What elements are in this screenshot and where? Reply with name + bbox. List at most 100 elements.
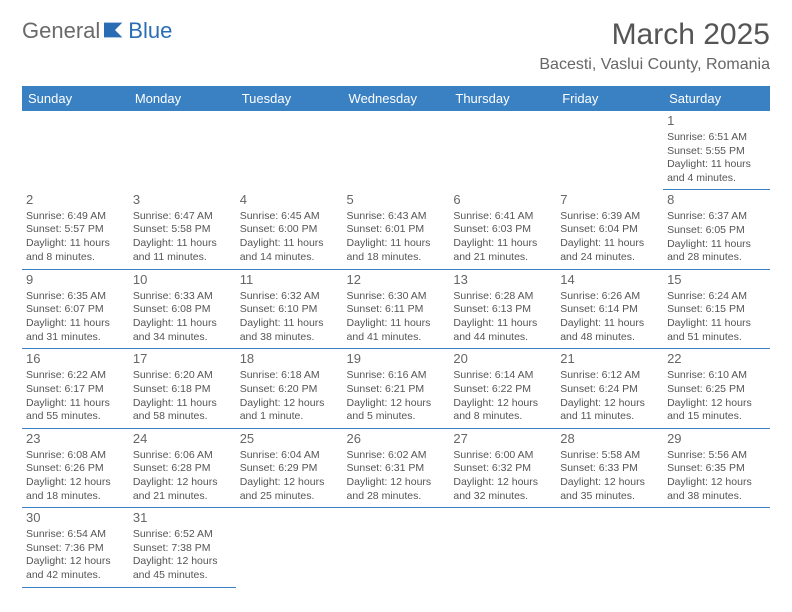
- day-info-line: and 38 minutes.: [667, 490, 766, 504]
- day-number: 19: [347, 351, 446, 368]
- day-info-line: Sunrise: 6:18 AM: [240, 369, 339, 383]
- logo-text-blue: Blue: [128, 18, 172, 44]
- logo-text-general: General: [22, 18, 100, 44]
- calendar-day-cell: 13Sunrise: 6:28 AMSunset: 6:13 PMDayligh…: [449, 269, 556, 348]
- calendar-week-row: 2Sunrise: 6:49 AMSunset: 5:57 PMDaylight…: [22, 190, 770, 269]
- day-info-line: Sunset: 6:22 PM: [453, 383, 552, 397]
- calendar-day-cell: 28Sunrise: 5:58 AMSunset: 6:33 PMDayligh…: [556, 428, 663, 507]
- day-number: 13: [453, 272, 552, 289]
- day-info-line: and 11 minutes.: [133, 251, 232, 265]
- calendar-day-cell: [663, 508, 770, 587]
- day-number: 9: [26, 272, 125, 289]
- day-info-line: and 51 minutes.: [667, 331, 766, 345]
- calendar-week-row: 1Sunrise: 6:51 AMSunset: 5:55 PMDaylight…: [22, 111, 770, 190]
- day-info-line: and 42 minutes.: [26, 569, 125, 583]
- day-info-line: Sunset: 7:38 PM: [133, 542, 232, 556]
- calendar-day-cell: 8Sunrise: 6:37 AMSunset: 6:05 PMDaylight…: [663, 190, 770, 269]
- calendar-day-cell: 24Sunrise: 6:06 AMSunset: 6:28 PMDayligh…: [129, 428, 236, 507]
- header: General Blue March 2025 Bacesti, Vaslui …: [22, 18, 770, 74]
- day-info-line: Sunset: 6:10 PM: [240, 303, 339, 317]
- calendar-day-cell: 7Sunrise: 6:39 AMSunset: 6:04 PMDaylight…: [556, 190, 663, 269]
- calendar-day-cell: 2Sunrise: 6:49 AMSunset: 5:57 PMDaylight…: [22, 190, 129, 269]
- day-info-line: Sunrise: 6:14 AM: [453, 369, 552, 383]
- day-number: 6: [453, 192, 552, 209]
- day-info-line: Daylight: 11 hours: [347, 317, 446, 331]
- day-info-line: Daylight: 12 hours: [453, 397, 552, 411]
- day-info-line: Daylight: 11 hours: [240, 237, 339, 251]
- calendar-day-cell: 20Sunrise: 6:14 AMSunset: 6:22 PMDayligh…: [449, 349, 556, 428]
- day-number: 17: [133, 351, 232, 368]
- calendar-day-cell: [449, 508, 556, 587]
- weekday-header: Saturday: [663, 86, 770, 111]
- day-info-line: Sunset: 7:36 PM: [26, 542, 125, 556]
- day-info-line: Daylight: 11 hours: [133, 317, 232, 331]
- day-info-line: Daylight: 12 hours: [26, 476, 125, 490]
- calendar-day-cell: [129, 111, 236, 190]
- day-info-line: Daylight: 11 hours: [560, 317, 659, 331]
- day-info-line: Sunrise: 6:02 AM: [347, 449, 446, 463]
- day-info-line: and 31 minutes.: [26, 331, 125, 345]
- day-info-line: Sunset: 6:35 PM: [667, 462, 766, 476]
- calendar-day-cell: [343, 111, 450, 190]
- day-info-line: Sunset: 6:13 PM: [453, 303, 552, 317]
- day-info-line: Sunrise: 6:32 AM: [240, 290, 339, 304]
- day-number: 28: [560, 431, 659, 448]
- day-number: 14: [560, 272, 659, 289]
- day-info-line: Sunrise: 6:00 AM: [453, 449, 552, 463]
- day-info-line: Daylight: 12 hours: [560, 476, 659, 490]
- day-info-line: Sunrise: 6:47 AM: [133, 210, 232, 224]
- day-info-line: and 34 minutes.: [133, 331, 232, 345]
- day-number: 7: [560, 192, 659, 209]
- day-info-line: Sunset: 6:03 PM: [453, 223, 552, 237]
- calendar-day-cell: [449, 111, 556, 190]
- weekday-header: Tuesday: [236, 86, 343, 111]
- day-info-line: Sunrise: 6:04 AM: [240, 449, 339, 463]
- day-number: 5: [347, 192, 446, 209]
- calendar-day-cell: 3Sunrise: 6:47 AMSunset: 5:58 PMDaylight…: [129, 190, 236, 269]
- calendar-day-cell: 14Sunrise: 6:26 AMSunset: 6:14 PMDayligh…: [556, 269, 663, 348]
- day-info-line: Sunrise: 6:26 AM: [560, 290, 659, 304]
- day-info-line: Daylight: 11 hours: [667, 317, 766, 331]
- day-info-line: Sunset: 6:20 PM: [240, 383, 339, 397]
- weekday-header: Wednesday: [343, 86, 450, 111]
- calendar-day-cell: 4Sunrise: 6:45 AMSunset: 6:00 PMDaylight…: [236, 190, 343, 269]
- day-info-line: and 41 minutes.: [347, 331, 446, 345]
- day-number: 1: [667, 113, 766, 130]
- day-number: 8: [667, 192, 766, 209]
- calendar-table: Sunday Monday Tuesday Wednesday Thursday…: [22, 86, 770, 588]
- day-info-line: Sunset: 6:24 PM: [560, 383, 659, 397]
- day-info-line: Daylight: 12 hours: [453, 476, 552, 490]
- day-info-line: Sunrise: 5:58 AM: [560, 449, 659, 463]
- day-info-line: Sunset: 6:25 PM: [667, 383, 766, 397]
- day-info-line: and 38 minutes.: [240, 331, 339, 345]
- calendar-day-cell: 11Sunrise: 6:32 AMSunset: 6:10 PMDayligh…: [236, 269, 343, 348]
- day-number: 25: [240, 431, 339, 448]
- calendar-day-cell: 31Sunrise: 6:52 AMSunset: 7:38 PMDayligh…: [129, 508, 236, 587]
- day-info-line: Sunrise: 6:10 AM: [667, 369, 766, 383]
- day-info-line: Sunrise: 6:20 AM: [133, 369, 232, 383]
- calendar-day-cell: 1Sunrise: 6:51 AMSunset: 5:55 PMDaylight…: [663, 111, 770, 190]
- calendar-day-cell: 27Sunrise: 6:00 AMSunset: 6:32 PMDayligh…: [449, 428, 556, 507]
- calendar-day-cell: 23Sunrise: 6:08 AMSunset: 6:26 PMDayligh…: [22, 428, 129, 507]
- calendar-week-row: 23Sunrise: 6:08 AMSunset: 6:26 PMDayligh…: [22, 428, 770, 507]
- day-number: 27: [453, 431, 552, 448]
- day-info-line: and 8 minutes.: [26, 251, 125, 265]
- day-info-line: Daylight: 11 hours: [453, 237, 552, 251]
- day-info-line: Sunset: 6:05 PM: [667, 224, 766, 238]
- calendar-day-cell: 21Sunrise: 6:12 AMSunset: 6:24 PMDayligh…: [556, 349, 663, 428]
- calendar-day-cell: 30Sunrise: 6:54 AMSunset: 7:36 PMDayligh…: [22, 508, 129, 587]
- day-number: 10: [133, 272, 232, 289]
- day-info-line: Sunrise: 6:45 AM: [240, 210, 339, 224]
- calendar-day-cell: 5Sunrise: 6:43 AMSunset: 6:01 PMDaylight…: [343, 190, 450, 269]
- day-info-line: Sunrise: 6:49 AM: [26, 210, 125, 224]
- day-info-line: and 35 minutes.: [560, 490, 659, 504]
- location: Bacesti, Vaslui County, Romania: [539, 56, 770, 74]
- day-info-line: and 18 minutes.: [26, 490, 125, 504]
- day-info-line: Daylight: 11 hours: [347, 237, 446, 251]
- day-info-line: Sunset: 6:14 PM: [560, 303, 659, 317]
- day-info-line: Daylight: 12 hours: [240, 397, 339, 411]
- calendar-day-cell: 29Sunrise: 5:56 AMSunset: 6:35 PMDayligh…: [663, 428, 770, 507]
- day-info-line: Sunrise: 6:28 AM: [453, 290, 552, 304]
- calendar-week-row: 9Sunrise: 6:35 AMSunset: 6:07 PMDaylight…: [22, 269, 770, 348]
- day-number: 4: [240, 192, 339, 209]
